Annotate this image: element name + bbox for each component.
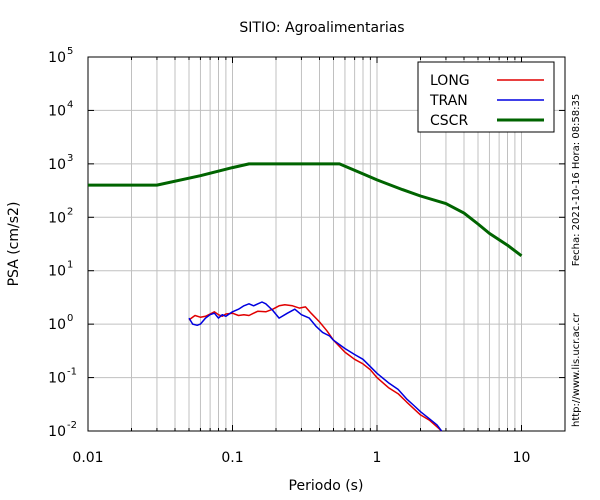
y-tick-label: 10 xyxy=(48,103,66,119)
y-tick-label-exponent: 4 xyxy=(67,99,73,110)
grid-lines xyxy=(87,56,566,432)
y-tick-label: 10 xyxy=(48,371,66,387)
y-axis-label: PSA (cm/s2) xyxy=(6,202,22,287)
legend-label-tran: TRAN xyxy=(429,93,468,109)
legend-label-long: LONG xyxy=(430,73,470,89)
plot-frame xyxy=(87,56,566,432)
side-text-url: http://www.lis.ucr.ac.cr xyxy=(571,312,582,427)
y-tick-label: 10 xyxy=(48,424,66,440)
y-tick-label-exponent: 3 xyxy=(67,153,73,164)
x-tick-label: 0.01 xyxy=(72,450,103,466)
series-line-long xyxy=(188,304,443,432)
y-tick-label: 10 xyxy=(48,210,66,226)
x-tick-label: 10 xyxy=(513,450,531,466)
y-tick-label-exponent: -1 xyxy=(67,367,77,378)
y-tick-label: 10 xyxy=(48,157,66,173)
x-tick-label: 1 xyxy=(373,450,382,466)
y-tick-label: 10 xyxy=(48,50,66,66)
y-tick-label-exponent: 1 xyxy=(67,260,73,271)
series-lines xyxy=(88,162,523,432)
chart-title: SITIO: Agroalimentarias xyxy=(239,20,404,36)
y-tick-label-exponent: 2 xyxy=(67,206,73,217)
series-line-tran xyxy=(188,301,443,432)
legend-label-cscr: CSCR xyxy=(430,113,468,129)
legend: LONG TRAN CSCR xyxy=(417,61,555,133)
y-tick-label-exponent: -2 xyxy=(67,420,77,431)
x-tick-label: 0.1 xyxy=(221,450,243,466)
side-text-date: Fecha: 2021-10-16 Hora: 08:58:35 xyxy=(571,94,582,267)
y-tick-label-exponent: 0 xyxy=(67,313,73,324)
y-tick-label: 10 xyxy=(48,317,66,333)
x-axis-label: Periodo (s) xyxy=(289,478,364,494)
series-line-cscr xyxy=(88,162,523,257)
y-tick-label-exponent: 5 xyxy=(67,46,73,57)
y-tick-label: 10 xyxy=(48,264,66,280)
